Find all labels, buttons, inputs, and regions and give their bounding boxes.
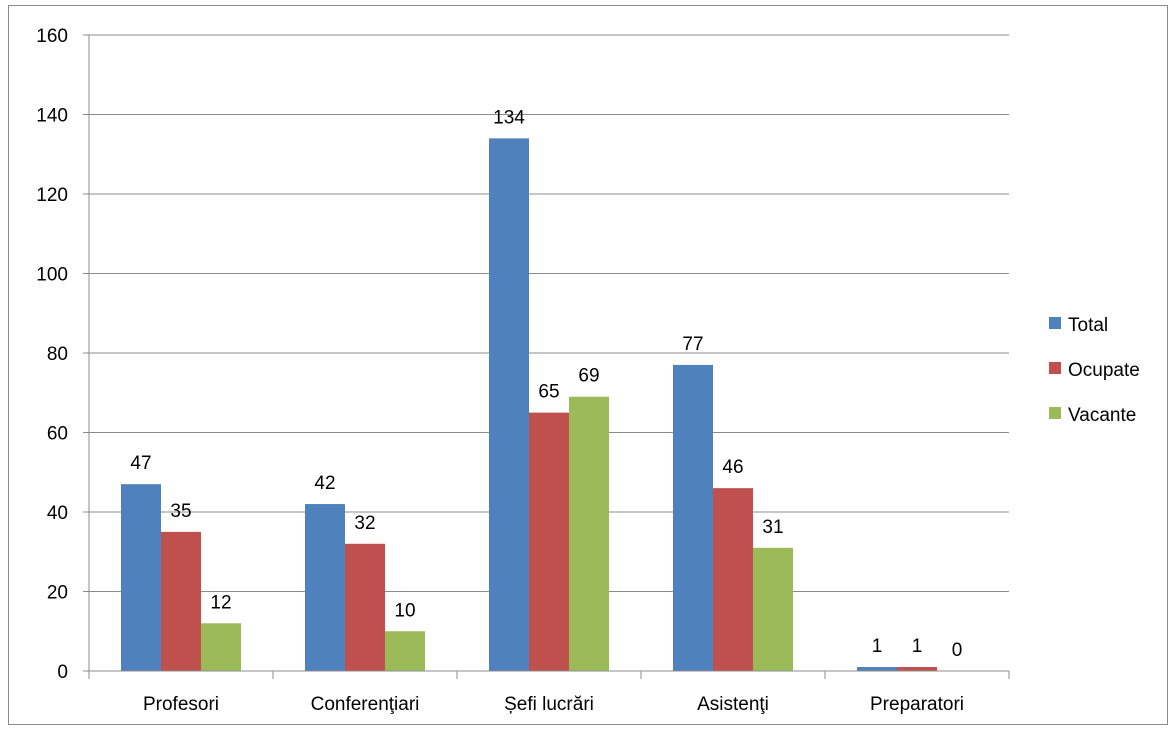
y-tick-label-0: 0 bbox=[57, 662, 68, 683]
bar-total bbox=[673, 364, 713, 671]
legend-swatch-vacante bbox=[1049, 407, 1061, 419]
y-tick-label-20: 20 bbox=[47, 583, 68, 604]
bar-vacante bbox=[385, 631, 425, 671]
y-tick-label-60: 60 bbox=[47, 424, 68, 445]
bars bbox=[121, 138, 937, 672]
legend: Total Ocupate Vacante bbox=[1049, 315, 1140, 426]
y-tick-label-160: 160 bbox=[36, 26, 68, 47]
bar-total bbox=[857, 667, 897, 671]
data-label-total: 42 bbox=[314, 473, 335, 494]
y-tick-label-120: 120 bbox=[36, 185, 68, 206]
y-axis-ticks: 0 20 40 60 80 100 120 140 160 bbox=[36, 26, 68, 683]
y-tick-label-140: 140 bbox=[36, 106, 68, 127]
bar-vacante bbox=[569, 396, 609, 671]
data-label-vacante: 31 bbox=[762, 517, 783, 538]
data-label-vacante: 69 bbox=[578, 366, 599, 387]
bar-vacante bbox=[753, 547, 793, 671]
data-label-ocupate: 35 bbox=[170, 501, 191, 522]
bar-total bbox=[121, 484, 161, 671]
axes bbox=[83, 34, 1010, 679]
legend-label-vacante: Vacante bbox=[1068, 405, 1136, 426]
bar-ocupate bbox=[161, 531, 201, 671]
bar-total bbox=[489, 138, 529, 672]
data-label-total: 134 bbox=[493, 107, 525, 128]
y-tick-label-40: 40 bbox=[47, 503, 68, 524]
legend-label-total: Total bbox=[1068, 315, 1108, 336]
bar-ocupate bbox=[897, 667, 937, 671]
legend-swatch-total bbox=[1049, 317, 1061, 329]
bar-total bbox=[305, 504, 345, 671]
bar-vacante bbox=[201, 623, 241, 671]
y-tick-label-80: 80 bbox=[47, 344, 68, 365]
data-label-vacante: 0 bbox=[952, 640, 963, 661]
x-category-label: Preparatori bbox=[870, 694, 964, 715]
data-label-vacante: 10 bbox=[394, 600, 415, 621]
x-category-label: Conferenţiari bbox=[311, 694, 420, 715]
bar-ocupate bbox=[713, 488, 753, 671]
data-label-vacante: 12 bbox=[210, 592, 231, 613]
data-label-total: 77 bbox=[682, 334, 703, 355]
x-category-label: Asistenţi bbox=[697, 694, 769, 715]
data-label-ocupate: 46 bbox=[722, 457, 743, 478]
x-category-label: Șefi lucrări bbox=[504, 694, 594, 715]
data-label-ocupate: 65 bbox=[538, 382, 559, 403]
legend-label-ocupate: Ocupate bbox=[1068, 360, 1140, 381]
x-axis-categories: Profesori Conferenţiari Șefi lucrări Asiste… bbox=[143, 694, 964, 715]
data-label-total: 47 bbox=[130, 453, 151, 474]
data-label-ocupate: 32 bbox=[354, 513, 375, 534]
data-label-total: 1 bbox=[872, 636, 883, 657]
bar-ocupate bbox=[345, 543, 385, 671]
data-label-ocupate: 1 bbox=[912, 636, 923, 657]
y-tick-label-100: 100 bbox=[36, 265, 68, 286]
legend-swatch-ocupate bbox=[1049, 362, 1061, 374]
bar-ocupate bbox=[529, 412, 569, 671]
gridlines bbox=[89, 34, 1009, 592]
x-category-label: Profesori bbox=[143, 694, 219, 715]
